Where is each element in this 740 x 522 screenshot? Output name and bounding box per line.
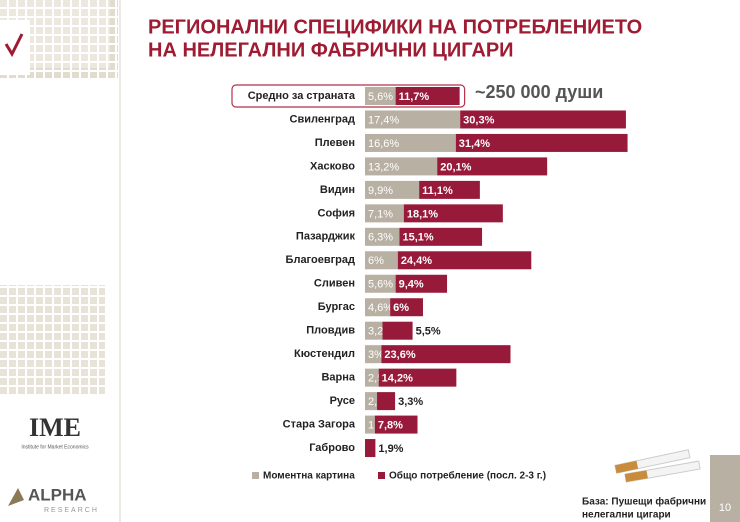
bar-segment bbox=[365, 415, 375, 434]
bar-segment bbox=[378, 368, 457, 387]
highlight-box bbox=[231, 84, 466, 108]
value-label: 23,6% bbox=[384, 349, 415, 361]
value-label: 17,4% bbox=[368, 114, 399, 126]
bar-segment bbox=[437, 157, 548, 176]
value-label: 11,7% bbox=[399, 91, 430, 103]
category-label: Видин bbox=[320, 184, 355, 196]
bar-segment bbox=[381, 345, 511, 364]
value-label: 7,8% bbox=[378, 419, 403, 431]
value-label: 14,2% bbox=[382, 373, 413, 385]
value-label: 5,6% bbox=[368, 91, 393, 103]
value-label: 9,4% bbox=[399, 279, 424, 291]
category-label: Благоевград bbox=[286, 254, 355, 266]
bar-segment bbox=[365, 274, 396, 293]
value-label: 1,9% bbox=[378, 443, 403, 455]
legend-swatch bbox=[252, 472, 259, 479]
category-label: Пазарджик bbox=[296, 231, 356, 243]
value-label: 7,1% bbox=[368, 208, 393, 220]
value-label: 13,2% bbox=[368, 161, 399, 173]
bar-segment bbox=[374, 415, 418, 434]
value-label: 4,6% bbox=[368, 302, 393, 314]
bar-segment bbox=[395, 87, 460, 105]
bar-segment bbox=[377, 392, 396, 411]
bar-segment bbox=[365, 133, 456, 152]
legend-label: Общо потребление (посл. 2-3 г.) bbox=[389, 470, 546, 482]
logo-icon bbox=[8, 488, 24, 506]
value-label: 5,6% bbox=[368, 279, 393, 291]
value-label: 20,1% bbox=[440, 161, 471, 173]
value-label: 31,4% bbox=[459, 138, 490, 150]
value-label: 6% bbox=[393, 302, 409, 314]
value-label: 5,5% bbox=[416, 326, 441, 338]
category-label: Стара Загора bbox=[283, 418, 356, 430]
logo-ime: IME bbox=[29, 413, 81, 442]
page-number: 10 bbox=[719, 502, 731, 514]
bar-segment bbox=[365, 392, 378, 411]
bar-segment bbox=[365, 157, 438, 176]
bar-segment bbox=[390, 298, 423, 317]
bar-segment bbox=[365, 298, 391, 317]
check-mark bbox=[4, 33, 24, 58]
category-label: Габрово bbox=[309, 442, 355, 454]
value-label: 9,9% bbox=[368, 185, 393, 197]
logo-alpha-sub: RESEARCH bbox=[44, 507, 99, 514]
decor bbox=[0, 285, 105, 395]
bar-segment bbox=[419, 180, 480, 199]
bar-segment bbox=[365, 87, 396, 105]
category-label: Пловдив bbox=[306, 325, 355, 337]
bar-segment bbox=[365, 368, 379, 387]
category-label: Плевен bbox=[315, 137, 355, 149]
category-label: Свиленград bbox=[290, 113, 355, 125]
legend-label: Моментна картина bbox=[263, 471, 355, 482]
value-label: 3% bbox=[368, 349, 384, 361]
bar-segment bbox=[403, 204, 503, 223]
page-tab bbox=[710, 455, 740, 522]
value-label: 16,6% bbox=[368, 138, 399, 150]
bar-segment bbox=[365, 227, 400, 246]
bar-segment bbox=[365, 321, 383, 340]
category-label: София bbox=[318, 207, 355, 219]
category-label: Средно за страната bbox=[248, 90, 356, 102]
category-label: Хасково bbox=[310, 160, 355, 172]
value-label: 18,1% bbox=[407, 208, 438, 220]
category-label: Русе bbox=[330, 395, 355, 407]
title: НА НЕЛЕГАЛНИ ФАБРИЧНИ ЦИГАРИ bbox=[148, 39, 514, 61]
bar-segment bbox=[365, 204, 404, 223]
value-label: 30,3% bbox=[463, 114, 494, 126]
bar-segment bbox=[365, 110, 461, 129]
value-label: 3,3% bbox=[398, 396, 423, 408]
bar-segment bbox=[455, 133, 628, 152]
value-label: 24,4% bbox=[401, 255, 432, 267]
category-label: Варна bbox=[321, 372, 355, 384]
category-label: Кюстендил bbox=[294, 348, 355, 360]
category-label: Бургас bbox=[318, 301, 355, 313]
value-label: 6,3% bbox=[368, 232, 393, 244]
logo-ime-sub: Institute for Market Economics bbox=[21, 444, 89, 450]
bar-segment bbox=[397, 251, 532, 270]
value-label: 6% bbox=[368, 255, 384, 267]
bar-segment bbox=[365, 439, 376, 458]
category-label: Сливен bbox=[314, 278, 355, 290]
bar-segment bbox=[399, 227, 483, 246]
cigarettes bbox=[614, 449, 701, 483]
bar-segment bbox=[365, 251, 398, 270]
base-note: нелегални цигари bbox=[582, 510, 671, 521]
bar-segment bbox=[365, 345, 382, 364]
bar-segment bbox=[460, 110, 626, 129]
value-label: 11,1% bbox=[422, 185, 453, 197]
title: РЕГИОНАЛНИ СПЕЦИФИКИ НА ПОТРЕБЛЕНИЕТО bbox=[148, 16, 642, 38]
logo-alpha: ALPHA bbox=[28, 485, 87, 504]
bar-segment bbox=[382, 321, 413, 340]
base-note: База: Пушещи фабрични bbox=[582, 496, 706, 508]
bar-segment bbox=[395, 274, 448, 293]
annotation: ~250 000 души bbox=[475, 82, 603, 102]
value-label: 15,1% bbox=[402, 232, 433, 244]
legend-swatch bbox=[378, 472, 385, 479]
bar-segment bbox=[365, 180, 420, 199]
